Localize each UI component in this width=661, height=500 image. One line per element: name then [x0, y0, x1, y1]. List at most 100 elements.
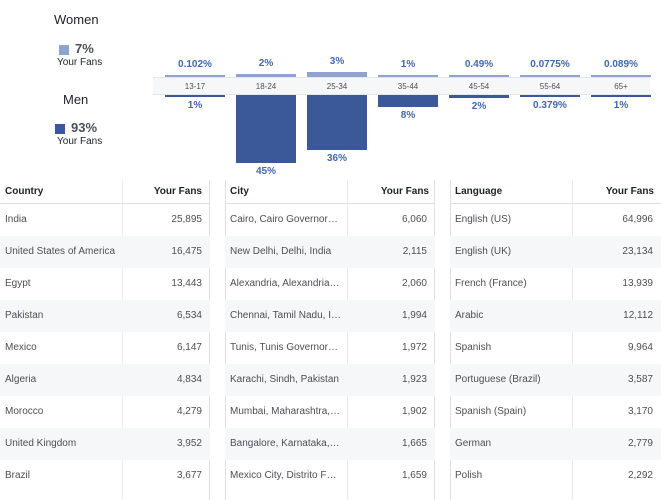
- men-swatch: [55, 124, 65, 134]
- men-bar-25-34[interactable]: [307, 95, 367, 150]
- table-row: Morocco 4,279: [0, 396, 210, 428]
- country-table: Country Your Fans India 25,895 United Stat…: [0, 180, 210, 500]
- city-column-header[interactable]: City: [230, 186, 249, 197]
- men-value-label-35-44: 8%: [400, 110, 416, 122]
- gender-age-chart: Women 7% Your Fans Men 93% Your Fans 13-…: [0, 0, 661, 180]
- table-row: Pakistan 6,534: [0, 300, 210, 332]
- women-bar-25-34[interactable]: [307, 71, 367, 77]
- table-row: English (UK) 23,134: [450, 236, 661, 268]
- country-fans-cell: 6,534: [176, 310, 202, 321]
- women-bar-55-64[interactable]: [520, 75, 580, 77]
- age-label-55-64: 55-64: [539, 82, 561, 91]
- language-table-header: Language Your Fans: [450, 180, 661, 204]
- language-name-cell: English (US): [455, 214, 512, 225]
- country-fans-cell: 4,834: [176, 374, 202, 385]
- city-fans-column-header[interactable]: Your Fans: [380, 186, 429, 197]
- table-row: Arabic 12,112: [450, 300, 661, 332]
- country-name-cell: India: [5, 214, 27, 225]
- women-value-label-45-54: 0.49%: [464, 59, 494, 70]
- women-bar-45-54[interactable]: [449, 75, 509, 77]
- table-edge: [209, 180, 210, 500]
- table-row: United Kingdom 3,952: [0, 428, 210, 460]
- men-value-label-13-17: 1%: [187, 100, 203, 111]
- women-bar-13-17[interactable]: [165, 75, 225, 77]
- age-label-13-17: 13-17: [184, 82, 206, 91]
- language-table: Language Your Fans English (US) 64,996 Eng…: [450, 180, 661, 500]
- table-row: Tunis, Tunis Governorat… 1,972: [225, 332, 435, 364]
- table-row: United States of America 16,475: [0, 236, 210, 268]
- women-bar-18-24[interactable]: [236, 73, 296, 77]
- country-name-cell: United States of America: [5, 246, 116, 257]
- men-bar-65+[interactable]: [591, 95, 651, 97]
- city-table-header: City Your Fans: [225, 180, 435, 204]
- men-bar-45-54[interactable]: [449, 95, 509, 99]
- city-fans-cell: 1,659: [401, 470, 427, 481]
- country-column-header[interactable]: Country: [5, 186, 44, 197]
- men-bar-18-24[interactable]: [236, 95, 296, 164]
- language-fans-cell: 64,996: [622, 214, 653, 225]
- table-edge: [450, 180, 451, 500]
- table-row: India 25,895: [0, 204, 210, 236]
- city-fans-cell: 1,994: [401, 310, 427, 321]
- men-bar-13-17[interactable]: [165, 95, 225, 97]
- city-fans-cell: 1,972: [401, 342, 427, 353]
- table-row: Mexico City, Distrito Fe… 1,659: [225, 460, 435, 492]
- table-row: Polish 2,292: [450, 460, 661, 492]
- table-edge: [225, 180, 226, 500]
- city-name-cell: Mexico City, Distrito Fe…: [230, 470, 342, 481]
- language-fans-cell: 23,134: [622, 246, 653, 257]
- men-value-label-25-34: 36%: [326, 152, 347, 164]
- column-divider: [572, 180, 573, 500]
- women-percent: 7%: [75, 41, 94, 56]
- country-name-cell: Mexico: [5, 342, 37, 353]
- city-name-cell: Karachi, Sindh, Pakistan: [230, 374, 339, 385]
- city-name-cell: Bangalore, Karnataka, I…: [230, 438, 342, 449]
- country-name-cell: United Kingdom: [5, 438, 77, 449]
- city-name-cell: Alexandria, Alexandria …: [230, 278, 342, 289]
- language-name-cell: Polish: [455, 470, 483, 481]
- men-value-label-45-54: 2%: [471, 101, 487, 113]
- men-bar-55-64[interactable]: [520, 95, 580, 97]
- column-divider: [122, 180, 123, 500]
- table-row: Algeria 4,834: [0, 364, 210, 396]
- country-name-cell: Morocco: [5, 406, 44, 417]
- men-bar-35-44[interactable]: [378, 95, 438, 108]
- country-fans-cell: 4,279: [176, 406, 202, 417]
- table-row: Egypt 13,443: [0, 268, 210, 300]
- language-name-cell: Portuguese (Brazil): [455, 374, 541, 385]
- women-value-label-18-24: 2%: [258, 57, 274, 69]
- language-name-cell: German: [455, 438, 492, 449]
- country-fans-cell: 16,475: [171, 246, 202, 257]
- country-fans-cell: 25,895: [171, 214, 202, 225]
- language-name-cell: Arabic: [455, 310, 484, 321]
- language-fans-column-header[interactable]: Your Fans: [605, 186, 654, 197]
- city-fans-cell: 2,060: [401, 278, 427, 289]
- language-name-cell: French (France): [455, 278, 527, 289]
- city-name-cell: Tunis, Tunis Governorat…: [230, 342, 342, 353]
- table-row: German 2,779: [450, 428, 661, 460]
- country-name-cell: Algeria: [5, 374, 37, 385]
- country-fans-cell: 6,147: [176, 342, 202, 353]
- women-bar-65+[interactable]: [591, 75, 651, 77]
- men-value-label-18-24: 45%: [255, 166, 276, 178]
- table-row: New Delhi, Delhi, India 2,115: [225, 236, 435, 268]
- table-row: Mumbai, Maharashtra, I… 1,902: [225, 396, 435, 428]
- language-column-header[interactable]: Language: [455, 186, 503, 197]
- women-value-label-55-64: 0.0775%: [530, 59, 570, 70]
- city-fans-cell: 2,115: [402, 246, 427, 257]
- age-label-18-24: 18-24: [255, 82, 277, 91]
- men-percent: 93%: [71, 120, 98, 135]
- language-fans-cell: 2,779: [627, 438, 653, 449]
- language-fans-cell: 12,112: [623, 310, 653, 321]
- age-label-65+: 65+: [614, 82, 628, 91]
- column-divider: [347, 180, 348, 500]
- table-row: French (France) 13,939: [450, 268, 661, 300]
- women-bar-35-44[interactable]: [378, 75, 438, 77]
- women-value-label-65+: 0.089%: [604, 59, 638, 70]
- language-fans-cell: 2,292: [627, 470, 653, 481]
- men-value-label-65+: 1%: [613, 100, 629, 111]
- women-legend-title: Women: [54, 12, 99, 27]
- table-row: Karachi, Sindh, Pakistan 1,923: [225, 364, 435, 396]
- women-value-label-35-44: 1%: [400, 59, 416, 70]
- country-fans-column-header[interactable]: Your Fans: [153, 186, 202, 197]
